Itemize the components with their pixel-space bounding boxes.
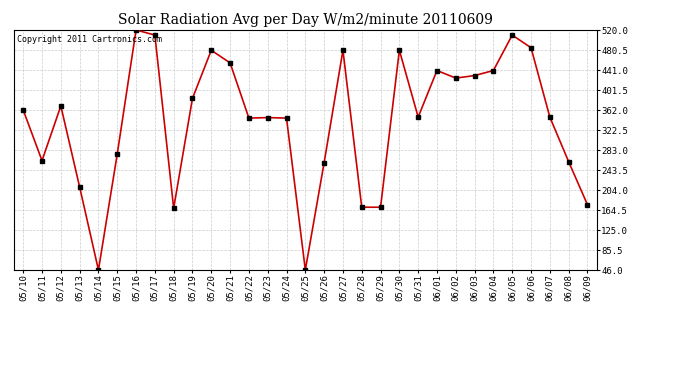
Title: Solar Radiation Avg per Day W/m2/minute 20110609: Solar Radiation Avg per Day W/m2/minute … — [118, 13, 493, 27]
Text: Copyright 2011 Cartronics.com: Copyright 2011 Cartronics.com — [17, 35, 161, 44]
